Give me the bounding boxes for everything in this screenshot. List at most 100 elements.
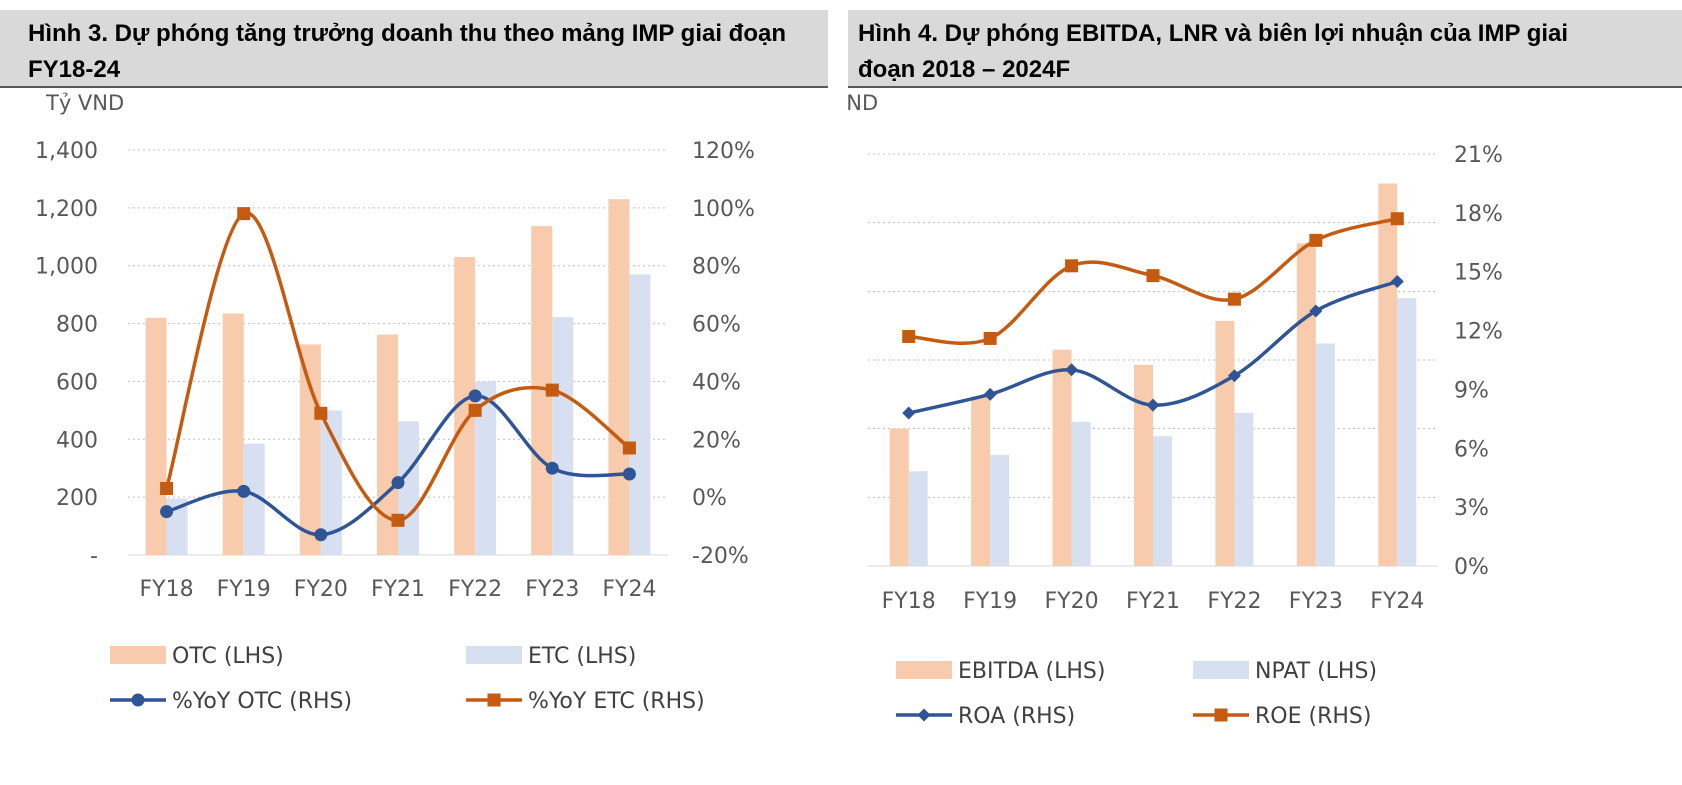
bar-ebitda-lhs [1296,243,1316,566]
figure-3-caption: Hình 3. Dự phóng tăng trưởng doanh thu t… [28,16,818,88]
category-label: FY22 [448,577,502,602]
category-label: FY22 [1207,589,1261,614]
unit-label: Tỷ VND [848,91,878,115]
point-yoy-otc-rhs [160,505,174,519]
right-axis-tick: 21% [1454,143,1503,168]
left-axis-tick: 1,400 [35,139,98,164]
category-label: FY19 [217,577,271,602]
legend-marker-roa-rhs [917,708,931,722]
right-axis-tick: 20% [692,428,741,453]
right-axis-tick: 100% [692,197,755,222]
right-axis-tick: 60% [692,313,741,338]
point-roa-rhs [1390,275,1404,289]
bar-etc-lhs [243,443,265,555]
point-yoy-otc-rhs [391,476,405,490]
point-yoy-etc-rhs [314,406,328,420]
left-axis-tick: 1,200 [35,197,98,222]
left-axis-tick: 400 [56,428,98,453]
profitability-chart: Tỷ VND600500400300200100-21%18%15%12%9%6… [848,91,1503,729]
legend-swatch-ebitda-lhs [896,661,952,679]
category-label: FY20 [1045,589,1099,614]
bar-otc-lhs [608,199,630,555]
legend-label-npat-lhs: NPAT (LHS) [1255,659,1377,684]
right-axis-tick: 80% [692,255,741,280]
bar-ebitda-lhs [1215,320,1235,566]
bar-ebitda-lhs [1052,349,1072,566]
legend-label-etc-lhs: ETC (LHS) [528,644,636,669]
bar-npat-lhs [1397,298,1417,566]
legend-label-ebitda-lhs: EBITDA (LHS) [958,659,1105,684]
legend-label-roa-rhs: ROA (RHS) [958,704,1075,729]
point-roa-rhs [1065,363,1079,377]
right-axis-tick: 3% [1454,496,1489,521]
point-yoy-etc-rhs [160,481,174,495]
right-axis-tick: 12% [1454,320,1503,345]
category-label: FY20 [294,577,348,602]
right-axis-tick: 40% [692,370,741,395]
bar-otc-lhs [222,313,244,555]
bar-ebitda-lhs [1134,364,1153,566]
figure-4-caption-bar [848,10,1682,88]
left-axis-tick: - [90,544,98,569]
legend-marker-yoy-otc-rhs [131,693,145,707]
figure-4-caption-line-1: Hình 4. Dự phóng EBITDA, LNR và biên lợi… [858,20,1569,47]
category-label: FY23 [525,577,579,602]
bar-etc-lhs [629,274,651,555]
right-axis-tick: 120% [692,139,755,164]
category-label: FY19 [963,589,1017,614]
right-axis-tick: 9% [1454,378,1489,403]
category-label: FY21 [1126,589,1180,614]
bar-otc-lhs [299,344,321,555]
figure-3-panel: Hình 3. Dự phóng tăng trưởng doanh thu t… [0,0,828,785]
point-roe-rhs [1390,212,1404,226]
legend-marker-yoy-etc-rhs [487,693,501,707]
bar-otc-lhs [531,226,553,555]
legend-label-roe-rhs: ROE (RHS) [1255,704,1371,729]
left-axis-tick: 600 [56,370,98,395]
category-label: FY23 [1289,589,1343,614]
point-yoy-etc-rhs [468,403,482,417]
right-axis-tick: 0% [1454,555,1489,580]
category-label: FY24 [1370,589,1424,614]
point-yoy-otc-rhs [622,467,636,481]
point-yoy-otc-rhs [545,461,559,475]
category-label: FY21 [371,577,425,602]
legend-marker-roe-rhs [1214,708,1228,722]
right-axis-tick: 18% [1454,202,1503,227]
bar-ebitda-lhs [1378,183,1398,566]
right-axis-tick: -20% [692,544,749,569]
bar-otc-lhs [377,334,398,555]
left-axis-tick: 200 [56,486,98,511]
line-yoy-etc-rhs [164,211,631,523]
category-label: FY18 [140,577,194,602]
point-roe-rhs [1309,233,1323,247]
category-label: FY24 [602,577,656,602]
legend-label-yoy-otc-rhs: %YoY OTC (RHS) [172,689,352,714]
bar-npat-lhs [1234,412,1254,566]
figure-4-caption: Hình 4. Dự phóng EBITDA, LNR và biên lợi… [858,16,1648,88]
bar-npat-lhs [1071,421,1091,566]
bar-ebitda-lhs [889,428,909,566]
point-roe-rhs [1227,292,1241,306]
right-axis-tick: 15% [1454,261,1503,286]
bar-ebitda-lhs [971,396,991,566]
legend-label-yoy-etc-rhs: %YoY ETC (RHS) [528,689,705,714]
point-yoy-etc-rhs [545,383,559,397]
point-roa-rhs [1309,304,1323,318]
left-axis-tick: 1,000 [35,255,98,280]
right-axis-tick: 0% [692,486,727,511]
bar-otc-lhs [454,257,476,555]
point-roe-rhs [902,329,916,343]
point-roe-rhs [983,331,997,345]
legend-swatch-otc-lhs [110,646,166,664]
bar-etc-lhs [552,317,574,555]
figure-3-caption-line-1: Hình 3. Dự phóng tăng trưởng doanh thu t… [28,20,786,47]
figure-4-panel: Hình 4. Dự phóng EBITDA, LNR và biên lợi… [848,0,1682,785]
bar-npat-lhs [1315,343,1335,566]
bar-etc-lhs [475,381,497,555]
figure-3-caption-bar [0,10,828,88]
point-yoy-otc-rhs [314,528,328,542]
point-yoy-etc-rhs [391,513,405,527]
point-roa-rhs [1227,369,1241,383]
unit-label: Tỷ VND [45,91,124,115]
